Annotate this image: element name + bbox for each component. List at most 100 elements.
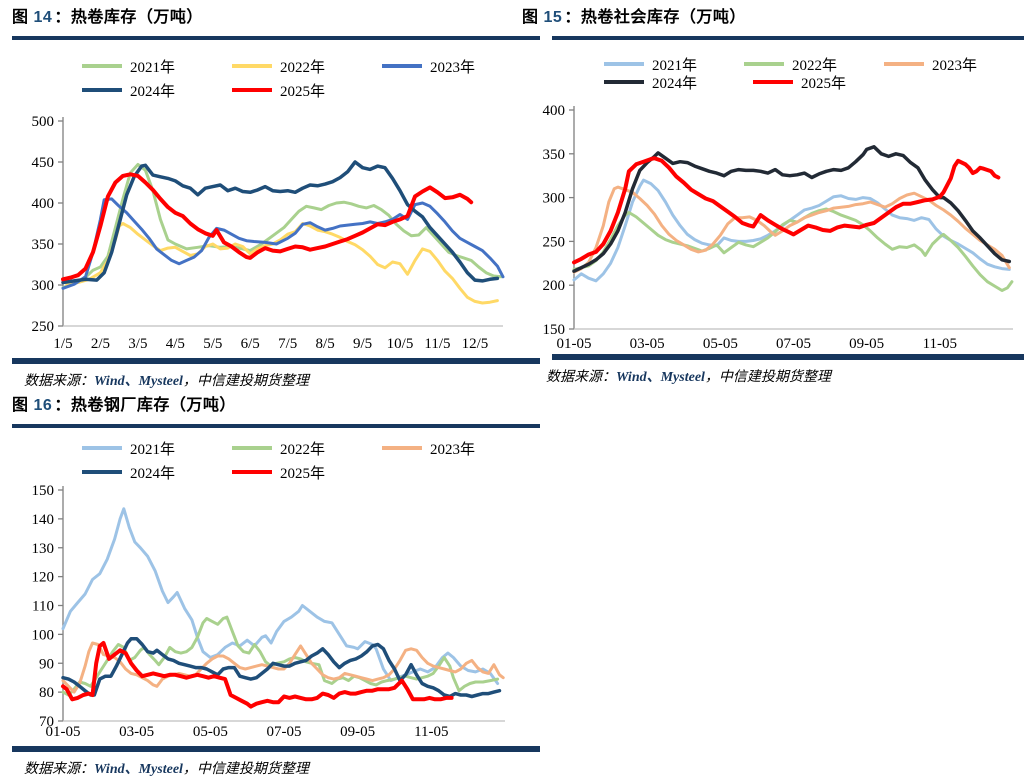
- legend-swatch-icon: [753, 80, 793, 84]
- legend-label: 2024年: [130, 83, 176, 100]
- series-line-2022年: [65, 222, 499, 305]
- legend-label: 2023年: [430, 59, 476, 76]
- x-tick-label: 11/5: [424, 336, 450, 352]
- data-source-note: 数据来源：Wind、Mysteel，中信建投期货整理: [546, 366, 1024, 386]
- x-tick-label: 07-05: [776, 336, 811, 352]
- source-prefix: 数据来源：: [546, 370, 616, 385]
- figure-title-15: 图 15 ：热卷社会库存（万吨）: [516, 6, 1024, 30]
- legend-item-2022年: 2022年: [232, 438, 382, 459]
- figure-title-text: ：热卷社会库存（万吨）: [564, 9, 746, 26]
- figure-label: 图: [522, 9, 539, 26]
- x-tick-label: 4/5: [166, 336, 185, 352]
- legend-row: 2021年 2022年 2023年: [82, 56, 540, 77]
- y-tick-label: 350: [543, 147, 566, 163]
- legend-label: 2021年: [652, 57, 698, 74]
- figure-title-14: 图 14 ：热卷库存（万吨）: [12, 6, 540, 30]
- figure-panel-15: 图 15 ：热卷社会库存（万吨） 2021年 2022年 2023年 2024年 2025年…: [516, 6, 1024, 386]
- legend-swatch-icon: [82, 470, 122, 474]
- legend-swatch-icon: [82, 64, 122, 68]
- legend-item-2024年: 2024年: [82, 462, 232, 483]
- legend-swatch-icon: [232, 470, 272, 474]
- x-tick-label: 07-05: [267, 724, 302, 740]
- series-line-2023年: [61, 197, 505, 290]
- series-line-2024年: [61, 160, 500, 285]
- x-tick-label: 9/5: [353, 336, 372, 352]
- x-tick-label: 5/5: [203, 336, 222, 352]
- y-tick-label: 130: [32, 541, 55, 557]
- x-tick-label: 03-05: [119, 724, 154, 740]
- series-line-2024年: [61, 636, 502, 699]
- y-tick-label: 70: [39, 714, 54, 730]
- x-tick-label: 03-05: [630, 336, 665, 352]
- legend-item-2024年: 2024年: [82, 80, 232, 101]
- y-tick-label: 80: [39, 685, 54, 701]
- legend-label: 2025年: [801, 75, 847, 92]
- figure-number: 15: [543, 9, 563, 26]
- legend-label: 2023年: [932, 57, 978, 74]
- y-tick-label: 110: [32, 599, 54, 615]
- x-tick-label: 6/5: [241, 336, 260, 352]
- legend-item-2021年: 2021年: [82, 438, 232, 459]
- y-tick-label: 400: [32, 196, 55, 212]
- series-line-2021年: [61, 507, 500, 685]
- legend-swatch-icon: [744, 62, 784, 66]
- x-tick-label: 11-05: [923, 336, 957, 352]
- data-source-note: 数据来源：Wind、Mysteel，中信建投期货整理: [24, 758, 540, 778]
- figure-label: 图: [12, 9, 29, 26]
- x-tick-label: 09-05: [849, 336, 884, 352]
- figure-label: 图: [12, 397, 29, 414]
- x-tick-label: 05-05: [703, 336, 738, 352]
- x-tick-label: 2/5: [91, 336, 110, 352]
- legend-swatch-icon: [232, 88, 272, 92]
- figure-number: 14: [33, 9, 53, 26]
- y-tick-label: 450: [32, 155, 55, 171]
- figure-title-text: ：热卷库存（万吨）: [54, 9, 203, 26]
- legend-swatch-icon: [232, 64, 272, 68]
- title-underline: [12, 424, 540, 428]
- chart-legend: 2021年 2022年 2023年 2024年 2025年: [516, 54, 1024, 93]
- legend-label: 2024年: [652, 75, 698, 92]
- panel-bottom-rule: [12, 358, 540, 364]
- source-brands: Wind、Mysteel: [94, 762, 183, 777]
- panel-bottom-rule: [12, 746, 540, 752]
- y-tick-label: 120: [32, 570, 55, 586]
- legend-label: 2025年: [280, 83, 326, 100]
- y-tick-label: 400: [543, 103, 566, 119]
- legend-item-2022年: 2022年: [232, 56, 382, 77]
- x-tick-label: 11-05: [414, 724, 448, 740]
- chart-legend: 2021年 2022年 2023年 2024年 2025年: [12, 438, 540, 483]
- figure-title-text: ：热卷钢厂库存（万吨）: [54, 397, 236, 414]
- legend-swatch-icon: [604, 62, 644, 66]
- legend-row: 2021年 2022年 2023年: [82, 438, 540, 459]
- x-tick-label: 10/5: [387, 336, 414, 352]
- legend-label: 2025年: [280, 465, 326, 482]
- series-line-2025年: [61, 172, 474, 282]
- line-chart-social-inventory: 150 200 250 300 350 400 01-05 03-05 05-05 07-05 09…: [543, 103, 1014, 352]
- source-suffix: ，中信建投期货整理: [182, 762, 309, 777]
- legend-swatch-icon: [382, 446, 422, 450]
- legend-item-2024年: 2024年: [604, 72, 753, 93]
- figure-title-16: 图 16 ：热卷钢厂库存（万吨）: [12, 394, 540, 418]
- legend-item-2021年: 2021年: [604, 54, 744, 75]
- y-tick-label: 100: [32, 627, 55, 643]
- panel-bottom-rule: [552, 354, 1024, 360]
- figure-panel-14: 图 14 ：热卷库存（万吨） 2021年 2022年 2023年 2024年 2025年 2…: [12, 6, 540, 390]
- legend-label: 2022年: [280, 441, 326, 458]
- y-tick-label: 250: [32, 319, 55, 335]
- legend-item-2023年: 2023年: [382, 438, 532, 459]
- source-brands: Wind、Mysteel: [616, 370, 705, 385]
- legend-row: 2024年 2025年: [82, 80, 540, 101]
- x-tick-label: 1/5: [53, 336, 72, 352]
- legend-swatch-icon: [82, 88, 122, 92]
- x-tick-label: 01-05: [46, 724, 81, 740]
- y-tick-label: 300: [32, 278, 55, 294]
- line-chart-inventory: 250 300 350 400 450 500 1/5 2/5 3/5 4/5 5/5 6/5 7/5 8…: [32, 114, 505, 352]
- legend-item-2025年: 2025年: [753, 72, 902, 93]
- legend-swatch-icon: [884, 62, 924, 66]
- title-underline: [552, 36, 1024, 40]
- legend-label: 2022年: [792, 57, 838, 74]
- x-tick-label: 12/5: [462, 336, 489, 352]
- legend-swatch-icon: [232, 446, 272, 450]
- source-suffix: ，中信建投期货整理: [704, 370, 831, 385]
